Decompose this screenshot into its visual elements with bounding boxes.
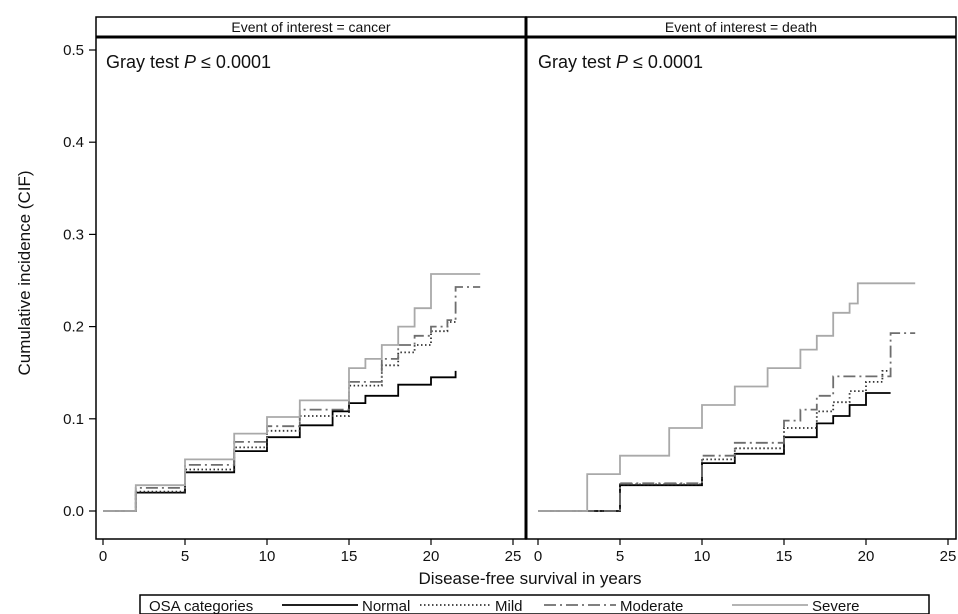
legend-label-mild: Mild — [495, 598, 523, 614]
series-line-severe-cancer — [103, 273, 481, 512]
series-line-mild-cancer — [103, 319, 457, 512]
annotation-suffix: ≤ 0.0001 — [196, 52, 271, 72]
series-line-severe-death — [538, 282, 916, 512]
strip-label-death: Event of interest = death — [665, 19, 817, 35]
x-tick-label: 5 — [616, 548, 624, 565]
x-tick-label: 0 — [99, 548, 107, 565]
annotation-suffix: ≤ 0.0001 — [628, 52, 703, 72]
annotation-prefix: Gray test — [538, 52, 616, 72]
series-line-mild-death — [538, 370, 891, 512]
annotation-italic: P — [616, 52, 628, 72]
y-tick-label: 0.0 — [63, 503, 84, 520]
legend-title: OSA categories — [149, 598, 253, 614]
legend-label-moderate: Moderate — [620, 598, 683, 614]
x-tick-label: 20 — [423, 548, 440, 565]
legend-label-severe: Severe — [812, 598, 860, 614]
y-axis-title: Cumulative incidence (CIF) — [15, 170, 34, 375]
x-tick-label: 15 — [776, 548, 793, 565]
strip-label-cancer: Event of interest = cancer — [231, 19, 390, 35]
x-tick-label: 25 — [940, 548, 957, 565]
y-tick-label: 0.1 — [63, 411, 84, 428]
series-line-moderate-cancer — [103, 286, 481, 512]
legend: OSA categories Normal Mild Moderate Seve… — [139, 594, 930, 614]
series-layer — [103, 273, 916, 512]
ticks-layer: 0.0 0.1 0.2 0.3 0.4 0.5 0 5 10 15 20 25 0 5 10 15 20 25 — [63, 42, 956, 565]
annotation-prefix: Gray test — [106, 52, 184, 72]
y-tick-label: 0.5 — [63, 42, 84, 59]
x-tick-label: 20 — [858, 548, 875, 565]
panel-frame-cancer — [95, 16, 527, 540]
x-tick-label: 10 — [259, 548, 276, 565]
series-line-normal-death — [538, 392, 891, 512]
gray-test-annotation-cancer: Gray test P ≤ 0.0001 — [106, 52, 271, 72]
x-axis-title: Disease-free survival in years — [419, 569, 642, 588]
x-tick-label: 25 — [505, 548, 522, 565]
x-tick-label: 15 — [341, 548, 358, 565]
annotation-italic: P — [184, 52, 196, 72]
gray-test-annotation-death: Gray test P ≤ 0.0001 — [538, 52, 703, 72]
legend-label-normal: Normal — [362, 598, 410, 614]
legend-box — [139, 594, 930, 614]
series-line-normal-cancer — [103, 370, 457, 512]
series-line-moderate-death — [538, 332, 916, 512]
x-tick-label: 0 — [534, 548, 542, 565]
y-tick-label: 0.2 — [63, 319, 84, 336]
y-tick-label: 0.3 — [63, 226, 84, 243]
panel-frame-death — [525, 16, 957, 540]
y-tick-label: 0.4 — [63, 134, 84, 151]
x-tick-label: 10 — [694, 548, 711, 565]
x-tick-label: 5 — [181, 548, 189, 565]
